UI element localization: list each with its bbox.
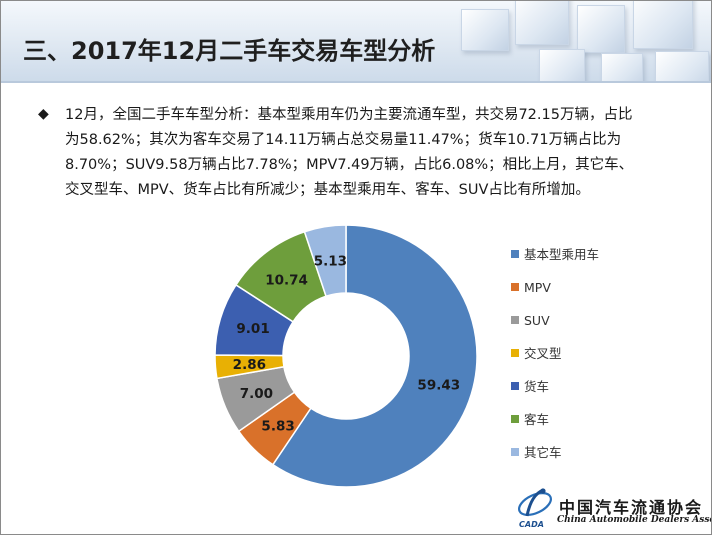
header-band: 三、2017年12月二手车交易车型分析 <box>1 1 711 83</box>
slice-value-label: 2.86 <box>233 357 266 373</box>
legend-label: MPV <box>524 280 551 295</box>
legend-swatch <box>511 316 519 324</box>
slice-value-label: 5.13 <box>314 253 347 269</box>
bullet-diamond: ◆ <box>38 106 49 122</box>
donut-slice <box>303 224 347 298</box>
legend-swatch <box>511 382 519 390</box>
summary-line: 为58.62%；其次为客车交易了14.11万辆占总交易量11.47%；货车10.… <box>65 132 622 148</box>
legend-swatch <box>511 448 519 456</box>
summary-paragraph: 12月，全国二手车车型分析：基本型乘用车仍为主要流通车型，共交易72.15万辆，… <box>65 103 683 203</box>
cada-emblem-icon: CADA <box>518 488 552 529</box>
legend-label: 其它车 <box>524 445 562 460</box>
slice-value-label: 7.00 <box>240 386 273 402</box>
slice-value-label: 10.74 <box>265 272 308 288</box>
legend-label: 客车 <box>524 412 549 427</box>
logo-name-en: China Automobile Dealers Association <box>557 515 711 525</box>
legend-swatch <box>511 349 519 357</box>
legend-label: 交叉型 <box>524 346 562 361</box>
slice-value-label: 9.01 <box>236 321 269 337</box>
legend-label: 货车 <box>524 379 549 394</box>
legend-label: SUV <box>524 313 550 328</box>
header-decoration <box>451 1 711 81</box>
logo-name-cn: 中国汽车流通协会 <box>559 498 704 517</box>
cada-logo: CADA 中国汽车流通协会 China Automobile Dealers A… <box>513 484 711 532</box>
legend-label: 基本型乘用车 <box>524 247 599 262</box>
legend-swatch <box>511 250 519 258</box>
legend-swatch <box>511 415 519 423</box>
summary-line: 8.70%；SUV9.58万辆占比7.78%；MPV7.49万辆，占比6.08%… <box>65 157 634 173</box>
svg-text:CADA: CADA <box>519 520 544 529</box>
page-title: 三、2017年12月二手车交易车型分析 <box>23 37 436 65</box>
summary-line: 12月，全国二手车车型分析：基本型乘用车仍为主要流通车型，共交易72.15万辆，… <box>65 107 633 123</box>
slice-value-label: 5.83 <box>261 418 294 434</box>
summary-line: 交叉型车、MPV、货车占比有所减少；基本型乘用车、客车、SUV占比有所增加。 <box>65 182 590 198</box>
slice-value-label: 59.43 <box>417 377 460 393</box>
legend-swatch <box>511 283 519 291</box>
donut-slice <box>271 224 478 488</box>
